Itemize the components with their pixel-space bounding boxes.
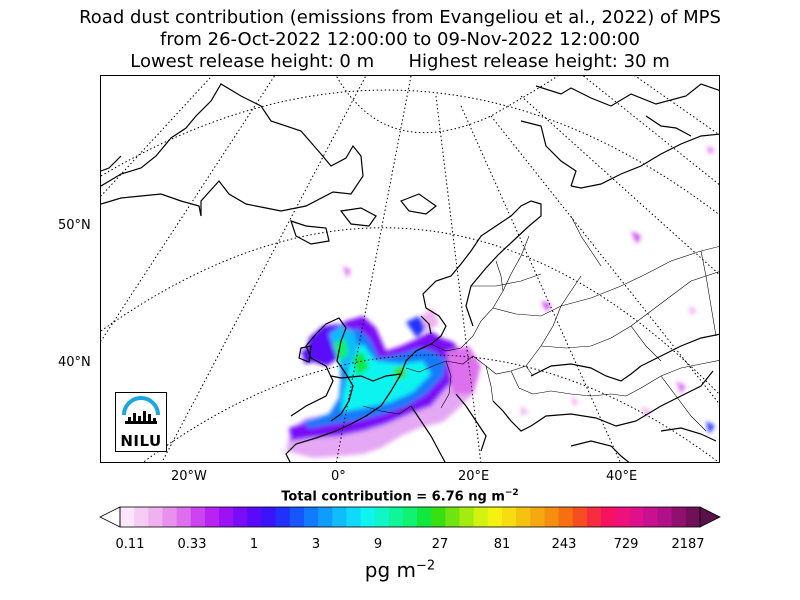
colorbar-cell: [162, 507, 178, 527]
colorbar-cell: [261, 507, 277, 527]
colorbar-cell: [176, 507, 192, 527]
colorbar-cell: [629, 507, 644, 527]
colorbar-cell: [657, 507, 673, 527]
colorbar-low-extend: [99, 506, 121, 528]
colorbar-cell: [501, 507, 517, 527]
colorbar-tick-label: 243: [551, 537, 577, 552]
colorbar-unit-exponent: −2: [416, 558, 436, 574]
colorbar-cell: [643, 507, 659, 527]
map-canvas: [101, 76, 719, 462]
colorbar-cell: [572, 507, 588, 527]
colorbar-cell: [134, 507, 149, 527]
lat-label-40n: 40°N: [58, 355, 91, 370]
lon-label-0: 0°: [331, 469, 346, 484]
colorbar-tick-label: 2187: [671, 537, 705, 552]
colorbar-cell: [586, 507, 602, 527]
colorbar-cells: [120, 507, 701, 527]
map-panel: [100, 75, 720, 463]
colorbar-cell: [332, 507, 347, 527]
colorbar-cell: [600, 507, 616, 527]
colorbar-cell: [233, 507, 248, 527]
colorbar-cell: [204, 507, 220, 527]
colorbar-cell: [303, 507, 319, 527]
colorbar-cell: [318, 507, 333, 527]
colorbar-cell: [615, 507, 630, 527]
colorbar-cell: [516, 507, 531, 527]
map-title-line-1: Road dust contribution (emissions from E…: [79, 7, 721, 28]
country-borders: [362, 215, 719, 432]
map-title-line-2: from 26-Oct-2022 12:00:00 to 09-Nov-2022…: [160, 29, 640, 50]
colorbar-cell: [530, 507, 545, 527]
colorbar-tick-label: 81: [493, 537, 511, 552]
colorbar-cell: [445, 507, 461, 527]
colorbar-cell: [417, 507, 432, 527]
colorbar-cell: [544, 507, 560, 527]
colorbar-high-extend: [699, 506, 721, 528]
colorbar-cell: [671, 507, 687, 527]
colorbar: [99, 506, 721, 528]
total-contribution-text: Total contribution = 6.76 ng m: [281, 489, 505, 505]
colorbar-cell: [120, 507, 135, 527]
concentration-field: [286, 146, 715, 458]
colorbar-tick-label: 0.33: [177, 537, 207, 552]
coastlines: [101, 83, 719, 462]
colorbar-cell: [473, 507, 489, 527]
colorbar-cell: [247, 507, 262, 527]
colorbar-cell: [190, 507, 206, 527]
lat-label-50n: 50°N: [58, 218, 91, 233]
colorbar-tick-label: 3: [311, 537, 321, 552]
colorbar-tick-label: 0.11: [115, 537, 145, 552]
colorbar-cell: [346, 507, 361, 527]
colorbar-cell: [402, 507, 418, 527]
colorbar-cell: [360, 507, 376, 527]
map-title-line-3: Lowest release height: 0 m Highest relea…: [130, 51, 670, 72]
lon-label-40e: 40°E: [606, 469, 638, 484]
colorbar-tick-label: 9: [373, 537, 383, 552]
nilu-logo: NILU: [115, 392, 167, 452]
colorbar-cell: [374, 507, 390, 527]
lon-label-20w: 20°W: [171, 469, 207, 484]
colorbar-cell: [487, 507, 503, 527]
colorbar-tick-label: 729: [613, 537, 639, 552]
colorbar-cell: [388, 507, 404, 527]
total-contribution-exponent: −2: [504, 488, 519, 498]
lon-label-20e: 20°E: [458, 469, 490, 484]
nilu-logo-text: NILU: [120, 432, 162, 450]
total-contribution: Total contribution = 6.76 ng m−2: [0, 488, 800, 504]
colorbar-cell: [558, 507, 574, 527]
nilu-logo-mark: [122, 396, 160, 424]
colorbar-cell: [289, 507, 305, 527]
colorbar-cell: [459, 507, 475, 527]
colorbar-cell: [431, 507, 446, 527]
colorbar-cell: [685, 507, 701, 527]
colorbar-unit-text: pg m: [364, 558, 417, 582]
colorbar-tick-label: 1: [249, 537, 259, 552]
colorbar-unit: pg m−2: [0, 558, 800, 582]
colorbar-tick-label: 27: [431, 537, 449, 552]
colorbar-cell: [219, 507, 234, 527]
colorbar-cell: [148, 507, 163, 527]
colorbar-cell: [275, 507, 291, 527]
